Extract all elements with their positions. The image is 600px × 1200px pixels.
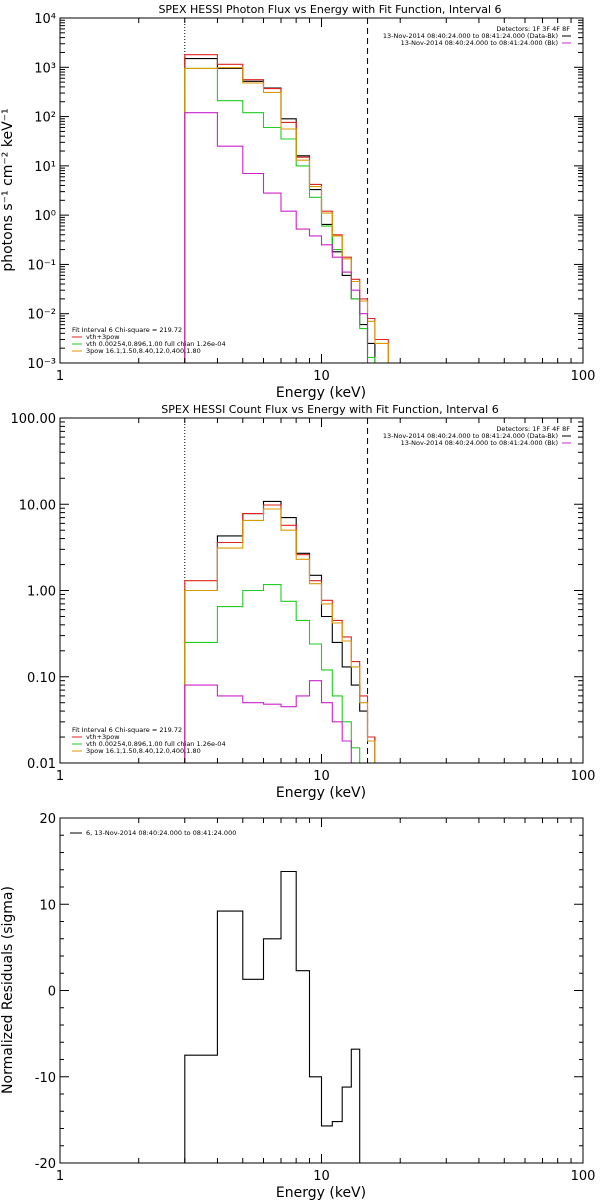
count-xtick-label: 100 xyxy=(571,769,596,784)
residuals-y-axis-label: Normalized Residuals (sigma) xyxy=(0,886,16,1094)
residuals-xtick-label: 10 xyxy=(313,1169,330,1184)
photon-series-3 xyxy=(184,67,389,363)
photon-ytick-label: 10⁻³ xyxy=(27,357,56,372)
photon-ytick-label: 10⁰ xyxy=(34,209,56,224)
count-series-4 xyxy=(184,680,352,763)
photon-data-interval-text: 13-Nov-2014 08:40:24.000 to 08:41:24.000… xyxy=(383,32,558,40)
photon-xtick-label: 1 xyxy=(56,369,64,384)
photon-plot-area xyxy=(184,18,389,363)
residuals-legend: 6, 13-Nov-2014 08:40:24.000 to 08:41:24.… xyxy=(70,829,236,837)
count-chi-square-text: Fit Interval 6 Chi-square = 219.72 xyxy=(72,726,182,734)
residuals-ytick-label: 0 xyxy=(48,985,56,1000)
photon-ytick-label: 10⁻² xyxy=(27,308,56,323)
photon-legend-vth-text: vth 0.00254,0.896,1.00 full chian 1.26e-… xyxy=(86,340,226,348)
count-legend-3pow-text: 3pow 16.1,1.50,8.40,12.0,400,1.80 xyxy=(86,747,201,755)
count-bk-interval-text: 13-Nov-2014 08:40:24.000 to 08:41:24.000… xyxy=(401,439,558,447)
count-series-2 xyxy=(184,584,368,763)
photon-ytick-label: 10³ xyxy=(34,61,56,76)
residuals-xtick-label: 100 xyxy=(571,1169,596,1184)
count-legend-total-text: vth+3pow xyxy=(86,733,120,741)
residuals-legend-text: 6, 13-Nov-2014 08:40:24.000 to 08:41:24.… xyxy=(86,829,236,837)
photon-series-1 xyxy=(184,54,389,363)
residuals-series-0 xyxy=(184,870,361,1163)
photon-detector-legend: Detectors: 1F 3F 4F 8F 13-Nov-2014 08:40… xyxy=(383,25,571,47)
count-ytick-label: 0.01 xyxy=(27,757,56,772)
photon-flux-panel: SPEX HESSI Photon Flux vs Energy with Fi… xyxy=(0,3,595,401)
count-fit-legend: Fit Interval 6 Chi-square = 219.72 vth+3… xyxy=(72,726,226,755)
count-series-1 xyxy=(184,504,389,763)
photon-legend-total-text: vth+3pow xyxy=(86,333,120,341)
count-xtick-label: 1 xyxy=(56,769,64,784)
photon-ytick-label: 10² xyxy=(34,111,56,126)
photon-axis-ticks: 1 10 100 10⁻³ 10⁻² 10⁻¹ 10⁰ 10¹ 10² 10³ 10⁴ xyxy=(27,12,595,384)
photon-ytick-label: 10⁴ xyxy=(34,12,56,27)
photon-ytick-label: 10⁻¹ xyxy=(27,258,56,273)
count-panel-title: SPEX HESSI Count Flux vs Energy with Fit… xyxy=(161,403,498,416)
count-x-axis-label: Energy (keV) xyxy=(276,785,366,801)
residuals-ytick-label: -20 xyxy=(35,1157,56,1172)
count-ytick-label: 1.00 xyxy=(27,585,56,600)
count-plot-area xyxy=(184,418,389,763)
count-series-3 xyxy=(184,508,389,763)
residuals-xtick-label: 1 xyxy=(56,1169,64,1184)
count-xtick-label: 10 xyxy=(313,769,330,784)
residuals-ytick-label: 10 xyxy=(39,898,56,913)
count-legend-vth-text: vth 0.00254,0.896,1.00 full chian 1.26e-… xyxy=(86,740,226,748)
photon-ytick-label: 10¹ xyxy=(34,160,56,175)
photon-series-0 xyxy=(184,58,376,363)
residuals-x-axis-label: Energy (keV) xyxy=(276,1185,366,1200)
count-detectors-text: Detectors: 1F 3F 4F 8F xyxy=(496,425,570,433)
photon-xtick-label: 10 xyxy=(313,369,330,384)
photon-bk-interval-text: 13-Nov-2014 08:40:24.000 to 08:41:24.000… xyxy=(401,39,558,47)
count-detector-legend: Detectors: 1F 3F 4F 8F 13-Nov-2014 08:40… xyxy=(383,425,571,447)
count-flux-panel: SPEX HESSI Count Flux vs Energy with Fit… xyxy=(11,403,596,801)
count-ytick-label: 0.10 xyxy=(27,671,56,686)
count-ytick-label: 10.00 xyxy=(19,498,56,513)
count-ytick-label: 100.00 xyxy=(11,412,57,427)
residuals-ytick-label: 20 xyxy=(39,812,56,827)
photon-detectors-text: Detectors: 1F 3F 4F 8F xyxy=(496,25,570,33)
residuals-panel: 1 10 100 -20 -10 0 10 20 Energy (keV) Normalize… xyxy=(0,812,595,1200)
photon-xtick-label: 100 xyxy=(571,369,596,384)
photon-series-4 xyxy=(184,112,369,363)
count-data-interval-text: 13-Nov-2014 08:40:24.000 to 08:41:24.000… xyxy=(383,432,558,440)
photon-panel-title: SPEX HESSI Photon Flux vs Energy with Fi… xyxy=(158,3,501,16)
photon-chi-square-text: Fit Interval 6 Chi-square = 219.72 xyxy=(72,326,182,334)
residuals-axis-ticks: 1 10 100 -20 -10 0 10 20 xyxy=(35,812,596,1184)
photon-fit-legend: Fit Interval 6 Chi-square = 219.72 vth+3… xyxy=(72,326,226,355)
residuals-ytick-label: -10 xyxy=(35,1071,56,1086)
residuals-plot-area xyxy=(184,870,361,1163)
photon-y-axis-label: photons s⁻¹ cm⁻² keV⁻¹ xyxy=(0,108,16,271)
photon-legend-3pow-text: 3pow 16.1,1.50,8.40,12.0,400,1.80 xyxy=(86,347,201,355)
photon-x-axis-label: Energy (keV) xyxy=(276,385,366,401)
count-series-0 xyxy=(184,500,376,763)
count-axis-ticks: 1 10 100 0.01 0.10 1.00 10.00 100.00 xyxy=(11,412,596,784)
